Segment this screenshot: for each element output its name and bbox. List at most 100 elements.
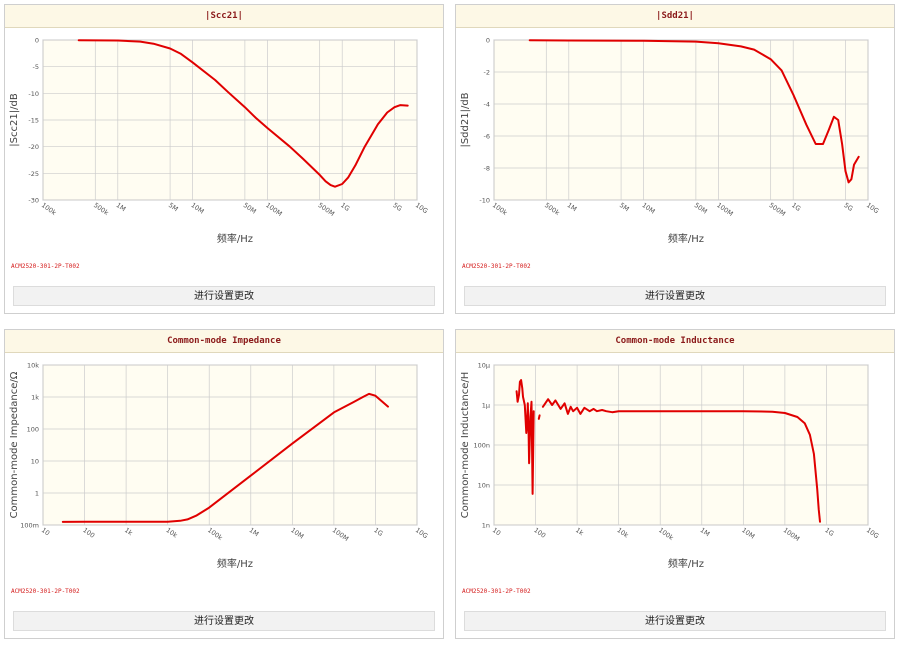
x-tick-label: 1G [339,201,351,213]
series-line [528,39,860,184]
y-tick-label: -4 [484,101,490,109]
y-tick-label: -6 [484,133,490,141]
scc21-chart: 100k 500k 1M 5M 10M 50M 100M 500M 1G 5G 10G 0 -5 -10 -… [9,37,429,246]
x-tick-label: 10M [189,201,205,216]
series-line [515,379,535,495]
x-tick-label: 10 [491,526,502,537]
y-tick-label: 0 [486,37,490,45]
y-tick-label: -15 [28,117,39,125]
y-axis-label: |Scc21|/dB [9,93,20,147]
y-tick-label: -30 [28,197,39,205]
panel-title: Common-mode Inductance [456,330,894,353]
impedance-chart: 10 100 1k 10k 100k 1M 10M 100M 1G 10G 100m 1 10 100 1k… [9,362,429,571]
x-tick-label: 1M [115,201,128,213]
settings-change-button[interactable]: 进行设置更改 [464,286,886,306]
sdd21-chart: 100k 500k 1M 5M 10M 50M 100M 500M 1G 5G 10G 0 -2 -4 -6… [460,37,880,246]
y-tick-label: 1k [31,394,39,402]
x-tick-label: 1G [372,526,384,538]
sdd21-panel: |Sdd21| 100k 500k 1M 5M 10M 50M 100M 500M 1G 5G 10… [455,4,895,314]
x-tick-label: 10M [640,201,656,216]
y-tick-label: -25 [28,170,39,178]
y-tick-label: 100n [473,442,490,450]
x-tick-label: 1M [566,201,579,213]
inductance-chart: 10 100 1k 10k 100k 1M 10M 100M 1G 10G 1n 10n 100n 1μ 1… [460,362,880,571]
inductance-panel: Common-mode Inductance 10 100 1k 10k 100k 1M 1… [455,329,895,639]
y-tick-label: -20 [28,143,39,151]
part-number: ACM2520-301-2P-T002 [11,588,80,595]
x-tick-label: 10M [740,526,756,541]
y-tick-label: 1n [482,522,490,530]
x-tick-label: 10k [616,526,631,540]
part-number: ACM2520-301-2P-T002 [462,263,531,270]
x-tick-label: 1G [790,201,802,213]
series-line [61,392,389,523]
y-tick-label: 10n [478,482,490,490]
y-axis-label: |Sdd21|/dB [460,92,471,147]
settings-change-button[interactable]: 进行设置更改 [13,286,435,306]
x-tick-label: 10G [414,201,429,215]
y-tick-label: -8 [484,165,490,173]
y-tick-label: -5 [33,63,39,71]
x-tick-label: 10 [40,526,51,537]
y-tick-label: 0 [35,37,39,45]
series-line [537,414,541,420]
x-tick-label: 5G [391,201,403,213]
y-tick-label: 100 [27,426,39,434]
y-tick-label: -10 [28,90,39,98]
x-tick-label: 100k [206,526,224,542]
panel-title: |Sdd21| [456,5,894,28]
panel-title: |Scc21| [5,5,443,28]
y-tick-label: -2 [484,69,490,77]
x-tick-label: 1M [248,526,261,538]
x-tick-label: 10M [289,526,305,541]
x-tick-label: 500M [768,201,787,218]
settings-change-button[interactable]: 进行设置更改 [13,611,435,631]
x-axis-label: 频率/Hz [668,232,704,245]
x-tick-label: 5M [167,201,180,213]
x-tick-label: 500M [317,201,336,218]
plot-area [493,39,869,201]
impedance-panel: Common-mode Impedance 10 100 1k 10k 100k 1M 10… [4,329,444,639]
part-number: ACM2520-301-2P-T002 [11,263,80,270]
y-axis-label: Common-mode Inductance/H [460,372,471,519]
x-tick-label: 1k [574,526,585,537]
x-tick-label: 5M [618,201,631,213]
y-axis-label: Common-mode Impedance/Ω [9,371,20,518]
x-axis-label: 频率/Hz [217,557,253,570]
y-tick-label: 100m [20,522,39,530]
x-tick-label: 5G [842,201,854,213]
x-tick-label: 100 [532,526,547,540]
x-axis-label: 频率/Hz [217,232,253,245]
x-axis-label: 频率/Hz [668,557,704,570]
x-tick-label: 10G [865,526,880,540]
x-tick-label: 500k [543,201,561,217]
x-tick-label: 100M [331,526,350,543]
plot-area [42,364,418,526]
x-tick-label: 100M [715,201,734,218]
x-tick-label: 10G [865,201,880,215]
x-tick-label: 10k [165,526,180,540]
x-tick-label: 100 [81,526,96,540]
scc21-panel: |Scc21| 100k 500k 1M 5M 10M 50M 100M 500M 1G 5G 10… [4,4,444,314]
series-line [77,39,409,188]
x-tick-label: 1G [823,526,835,538]
x-tick-label: 100k [491,201,509,217]
y-tick-label: -10 [479,197,490,205]
x-tick-label: 100M [264,201,283,218]
x-tick-label: 1k [123,526,134,537]
y-tick-label: 10 [31,458,39,466]
settings-change-button[interactable]: 进行设置更改 [464,611,886,631]
y-tick-label: 10k [27,362,39,370]
x-tick-label: 500k [92,201,110,217]
part-number: ACM2520-301-2P-T002 [462,588,531,595]
x-tick-label: 100k [657,526,675,542]
y-tick-label: 1 [35,490,39,498]
y-tick-label: 1μ [482,402,490,410]
x-tick-label: 50M [693,201,709,216]
panel-title: Common-mode Impedance [5,330,443,353]
y-tick-label: 10μ [478,362,490,370]
series-line [541,398,821,523]
x-tick-label: 1M [699,526,712,538]
x-tick-label: 100M [782,526,801,543]
x-tick-label: 100k [40,201,58,217]
